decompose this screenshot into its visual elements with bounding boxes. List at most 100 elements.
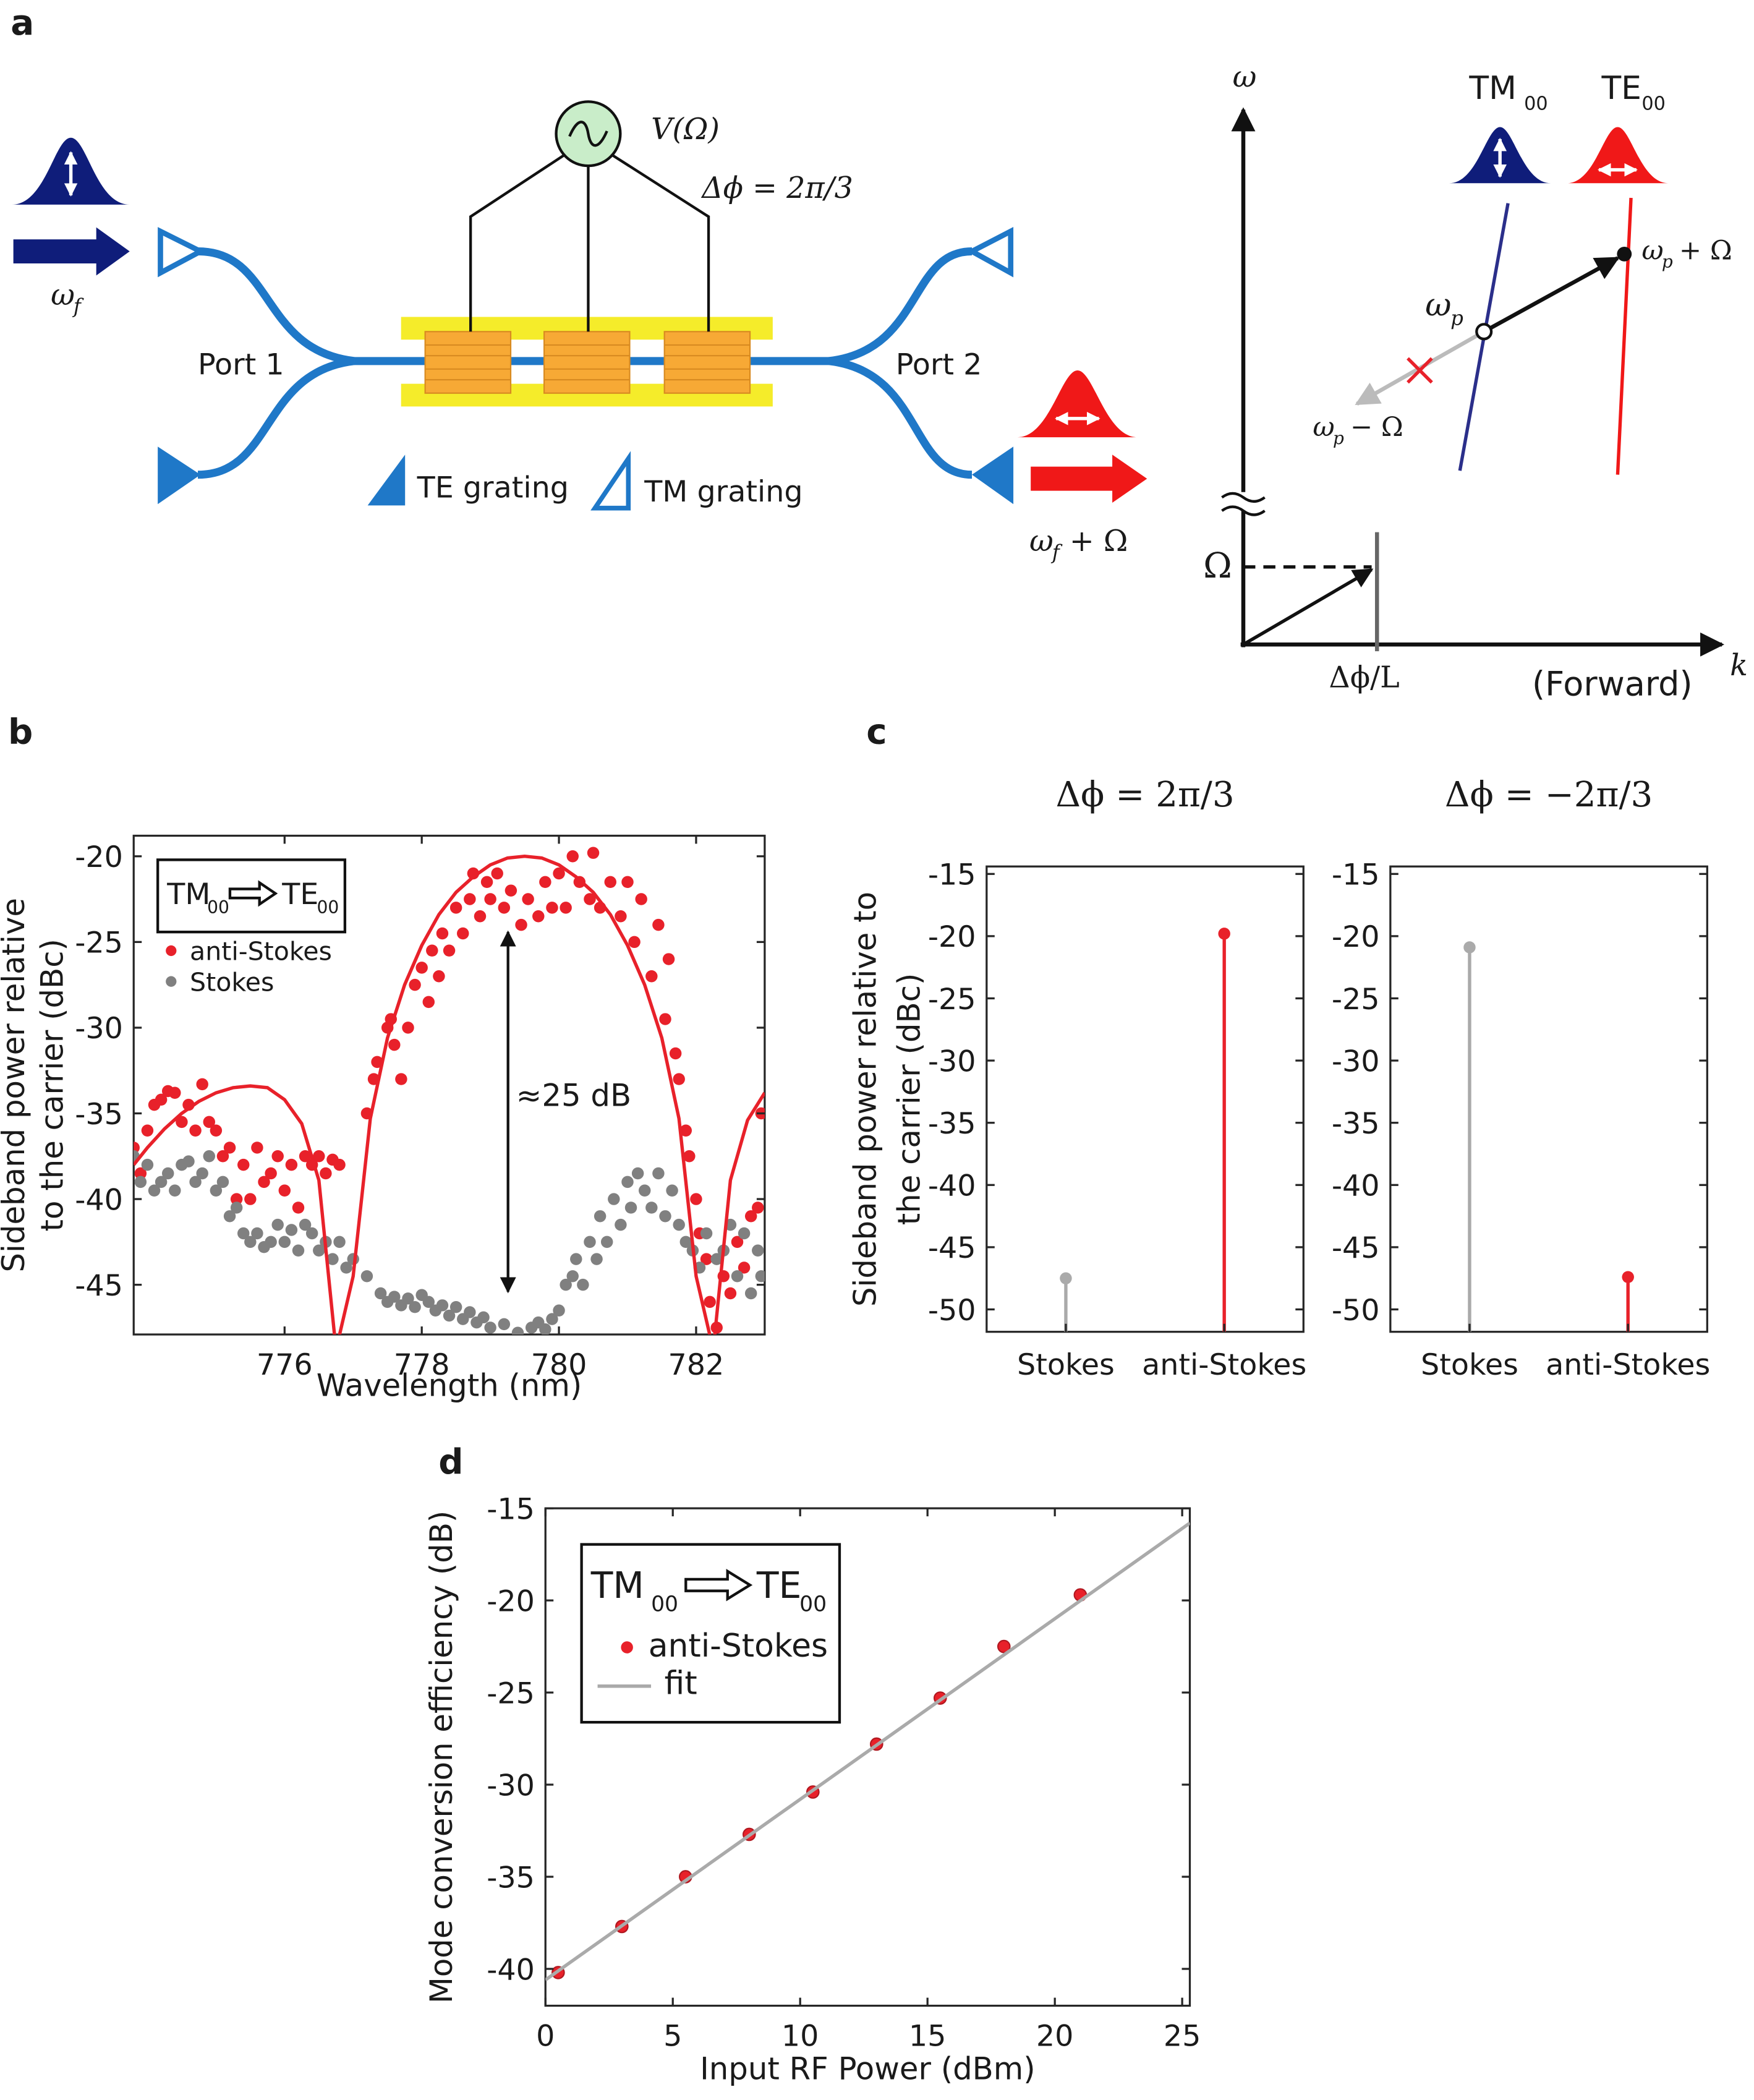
- point: [237, 1227, 250, 1240]
- y-tick-label: -30: [1332, 1044, 1380, 1078]
- y-tick-label: -20: [928, 920, 976, 954]
- point: [360, 1270, 373, 1283]
- point: [210, 1124, 223, 1137]
- waveguide: [828, 357, 973, 479]
- mode-label: TE: [1601, 70, 1641, 107]
- plot-content: [1463, 941, 1634, 1332]
- y-tick-label: -25: [75, 926, 123, 960]
- x-tick-label: 782: [668, 1348, 725, 1382]
- point: [673, 1073, 685, 1085]
- point: [679, 1236, 692, 1248]
- anti-stokes-label-rest: + Ω: [1679, 236, 1732, 267]
- point: [223, 1142, 236, 1154]
- point: [566, 850, 579, 863]
- point: [278, 1184, 291, 1197]
- point: [560, 902, 572, 914]
- legend-label: Stokes: [190, 967, 274, 997]
- y-tick-label: -30: [487, 1769, 535, 1803]
- point: [320, 1167, 332, 1180]
- point: [690, 1193, 702, 1205]
- point: [402, 1022, 414, 1034]
- point: [570, 1253, 582, 1265]
- point: [566, 1270, 579, 1283]
- output-freq-rest: + Ω: [1070, 524, 1128, 558]
- point: [426, 944, 438, 957]
- point: [577, 1278, 589, 1291]
- x-tick-label: 776: [257, 1348, 313, 1382]
- x-tick-label: 20: [1036, 2019, 1074, 2053]
- point: [189, 1124, 202, 1137]
- point: [409, 978, 421, 991]
- anti-stokes-label-sub: p: [1662, 251, 1673, 271]
- point: [477, 1311, 490, 1324]
- legend-title: TE: [756, 1564, 802, 1607]
- waveguide: [197, 247, 355, 365]
- legend-title-sub: 00: [651, 1592, 678, 1617]
- y-tick-label: -45: [75, 1269, 123, 1303]
- legend-label: fit: [665, 1665, 697, 1702]
- x-tick-label: anti-Stokes: [1546, 1348, 1710, 1382]
- point: [673, 1218, 685, 1231]
- point: [584, 1236, 596, 1248]
- point: [305, 1227, 318, 1240]
- point: [415, 962, 428, 974]
- point: [515, 918, 527, 931]
- mode-label-sub: 00: [1641, 93, 1666, 114]
- point: [752, 1202, 764, 1214]
- point: [700, 1253, 713, 1265]
- point: [313, 1244, 325, 1257]
- point: [498, 902, 511, 914]
- point: [395, 1073, 407, 1085]
- point: [148, 1184, 161, 1197]
- legend-marker: [621, 1641, 633, 1654]
- y-axis-label: to the carrier (dBc): [35, 939, 70, 1231]
- point: [615, 910, 627, 923]
- point: [553, 1304, 565, 1317]
- y-tick-label: -45: [928, 1231, 976, 1265]
- point: [161, 1167, 174, 1180]
- waveguide: [828, 247, 973, 365]
- legend-marker: [166, 945, 177, 957]
- point: [474, 910, 487, 923]
- point: [652, 1167, 665, 1180]
- y-tick-label: -40: [75, 1183, 123, 1217]
- point: [402, 1292, 414, 1305]
- phase-label: Δϕ = 2π/3: [700, 171, 853, 205]
- point: [710, 1253, 723, 1265]
- y-axis-label: Mode conversion efficiency (dB): [424, 1511, 459, 2004]
- point: [422, 1295, 435, 1308]
- panel-label: d: [438, 1442, 463, 1482]
- point: [433, 970, 445, 983]
- point: [203, 1116, 215, 1129]
- point: [422, 996, 435, 1009]
- anti-stokes-label: ω: [1641, 236, 1663, 267]
- pump-label: ω: [1425, 286, 1451, 323]
- point: [285, 1158, 298, 1171]
- point: [271, 1150, 284, 1163]
- point: [464, 1306, 476, 1318]
- point: [700, 1227, 713, 1240]
- x-axis-label: Input RF Power (dBm): [700, 2051, 1036, 2086]
- point: [546, 902, 558, 914]
- legend-arrow: [684, 1569, 753, 1602]
- point: [744, 1210, 757, 1223]
- point: [155, 1093, 168, 1106]
- stem-head: [1060, 1272, 1072, 1284]
- input-freq-sub: f: [72, 294, 84, 318]
- legend-title: TM: [590, 1564, 644, 1607]
- point: [237, 1158, 250, 1171]
- point: [752, 1244, 764, 1257]
- point: [662, 953, 675, 965]
- port-label: Port 1: [198, 348, 284, 382]
- point: [560, 1278, 572, 1291]
- x-tick-label: 778: [394, 1348, 450, 1382]
- sine-symbol: [568, 121, 608, 147]
- legend-box: [580, 1543, 841, 1724]
- point: [504, 884, 517, 897]
- point: [388, 1038, 401, 1051]
- input-freq: ω: [51, 278, 75, 312]
- te-dispersion: [1616, 197, 1633, 475]
- y-tick-label: -25: [487, 1676, 535, 1710]
- point: [491, 867, 503, 880]
- point: [292, 1202, 305, 1214]
